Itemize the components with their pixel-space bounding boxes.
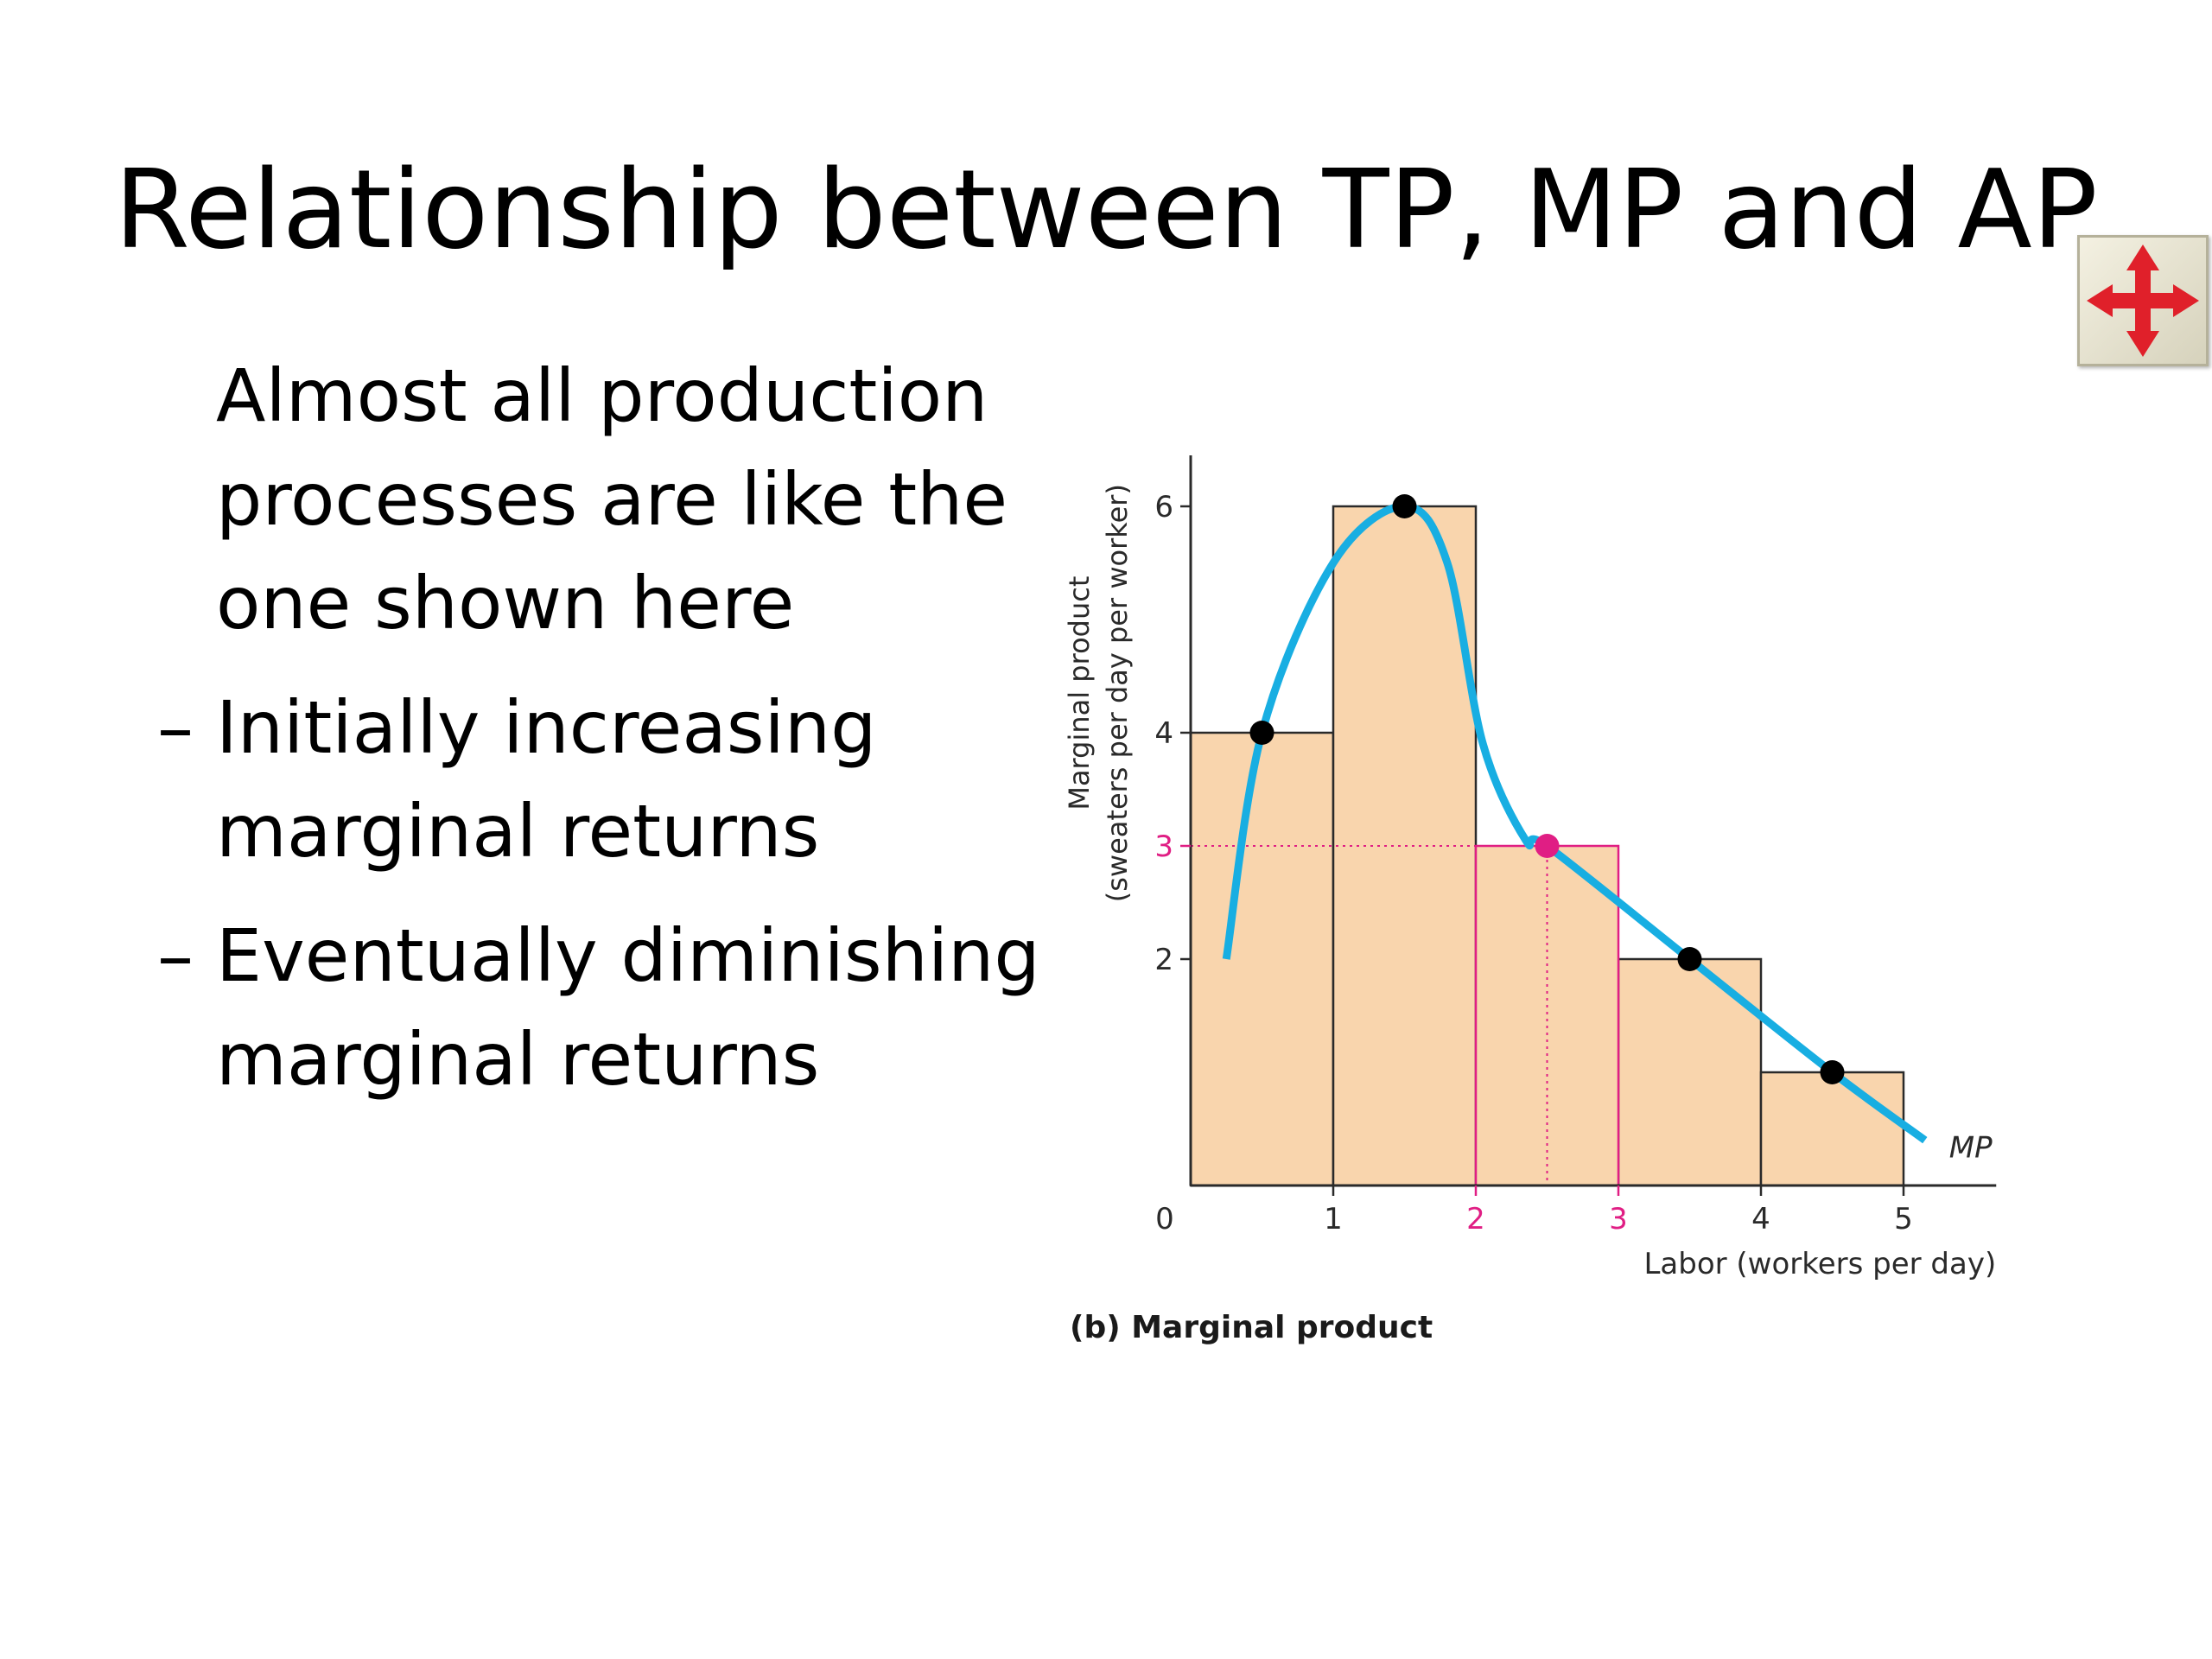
y-axis-label-line: (sweaters per day per worker): [1101, 484, 1134, 902]
four-way-arrow-icon: [2087, 245, 2199, 357]
data-point: [1535, 834, 1560, 858]
bar: [1189, 731, 1335, 1187]
chart-caption: (b) Marginal product: [1070, 1310, 1433, 1345]
y-tick-label: 6: [1154, 490, 1173, 524]
bullet-text: Almost all production processes are like…: [216, 353, 1008, 645]
mp-curve: [1222, 502, 1928, 1144]
y-axis-label-line: Marginal product: [1063, 576, 1096, 810]
x-axis-label: Labor (workers per day): [1643, 1247, 1996, 1281]
data-point: [1392, 494, 1417, 518]
marginal-product-chart: 2 3 4 6 1 2 3 4 5 0 MP Labor (workers per day) Margi…: [1063, 455, 1997, 1345]
bullet-marker: –: [157, 685, 194, 770]
move-nav-button[interactable]: [2077, 235, 2209, 366]
x-tick-label: 5: [1894, 1202, 1913, 1236]
bar: [1759, 1071, 1905, 1187]
y-tick-label: 3: [1154, 830, 1173, 864]
x-tick-label: 3: [1609, 1202, 1628, 1236]
bullet-marker: –: [157, 913, 194, 998]
mp-curve-label: MP: [1949, 1131, 1993, 1166]
bar: [1617, 957, 1763, 1187]
bullet-list: Almost all production processes are like…: [157, 344, 1056, 1132]
data-point: [1677, 947, 1702, 971]
data-point: [1249, 721, 1274, 745]
bullet-text: Eventually diminishing marginal returns: [216, 913, 1040, 1102]
origin-label: 0: [1155, 1202, 1174, 1236]
slide-title: Relationship between TP, MP and AP: [114, 146, 2098, 273]
bullet-item: Almost all production processes are like…: [157, 344, 1056, 655]
data-point: [1820, 1060, 1845, 1084]
bullet-text: Initially increasing marginal returns: [216, 685, 877, 874]
x-tick-label: 4: [1751, 1202, 1770, 1236]
y-tick-label: 4: [1154, 716, 1173, 751]
x-tick-label: 1: [1324, 1202, 1343, 1236]
bullet-item: – Eventually diminishing marginal returns: [157, 904, 1056, 1111]
y-axis-label: Marginal product (sweaters per day per wo…: [1063, 484, 1134, 902]
x-tick-label: 2: [1466, 1202, 1485, 1236]
y-tick-label: 2: [1154, 943, 1173, 977]
bullet-item: – Initially increasing marginal returns: [157, 676, 1056, 883]
